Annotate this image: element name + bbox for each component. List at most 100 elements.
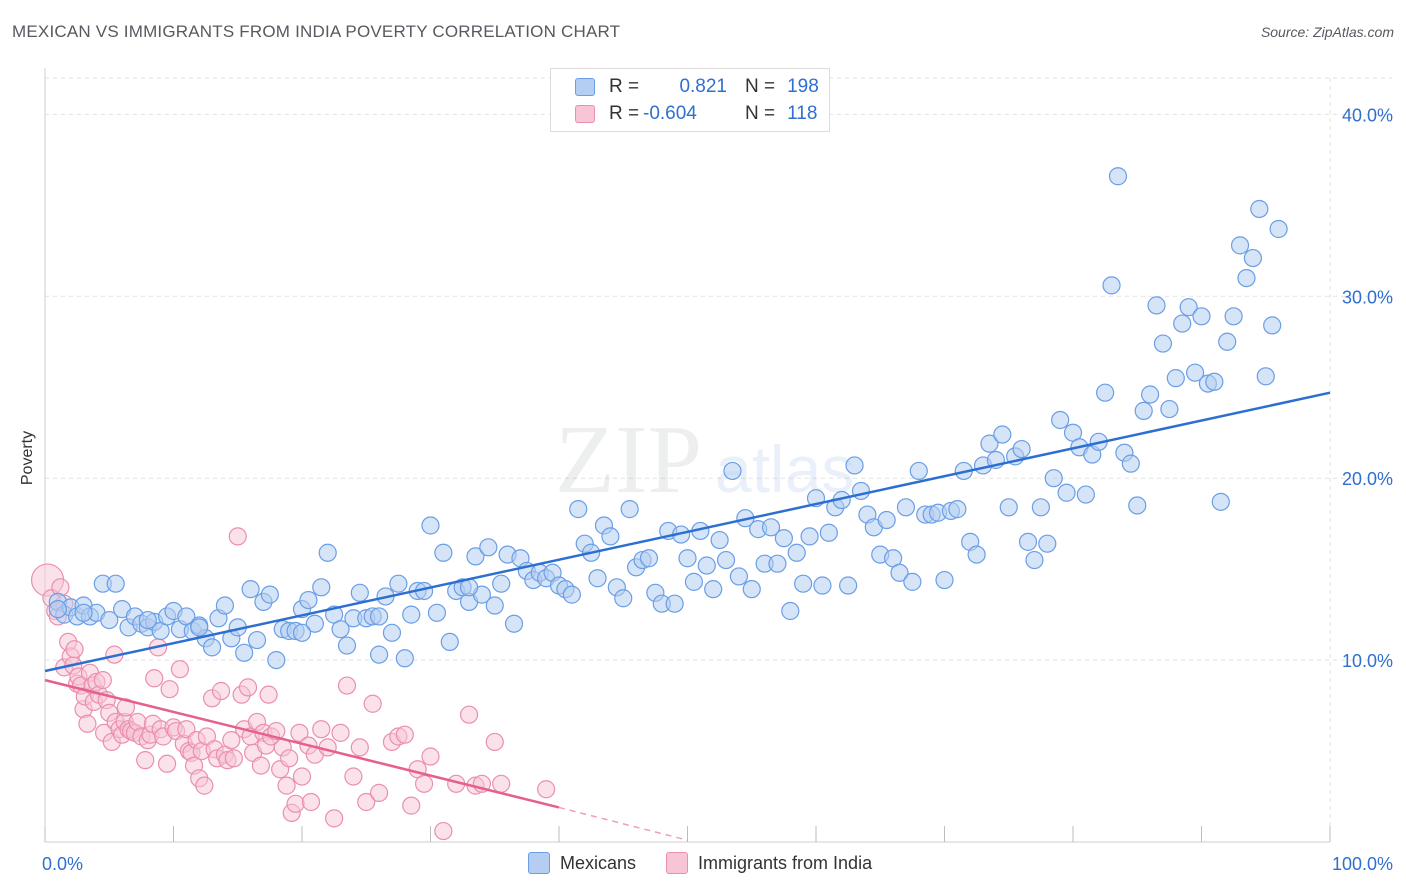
legend-r-label: R = (609, 103, 640, 124)
india-point (290, 723, 309, 742)
mexicans-point (1218, 332, 1237, 351)
mexicans-point (292, 623, 312, 642)
india-point (350, 738, 369, 757)
mexicans-point (716, 550, 736, 570)
mexicans-point (331, 620, 350, 639)
trend-lines (44, 391, 1331, 841)
mexicans-point (1224, 307, 1243, 326)
india-point (357, 792, 376, 812)
mexicans-trend-line (44, 391, 1331, 673)
legend-r-value: 0.821 (679, 76, 727, 97)
mexicans-point (768, 554, 787, 573)
india-point (434, 821, 453, 841)
mexicans-point (1192, 307, 1211, 326)
mexicans-point (723, 461, 742, 481)
mexicans-point (1185, 363, 1205, 382)
mexicans-point (761, 518, 781, 537)
legend-r-value: -0.604 (643, 103, 697, 124)
india-point (228, 527, 247, 546)
mexicans-points (48, 167, 1288, 670)
india-point (402, 796, 421, 815)
mexicans-point (350, 583, 369, 602)
mexicans-point (299, 590, 318, 610)
india-point (414, 774, 434, 793)
mexicans-point (1160, 399, 1179, 419)
legend-item-mexicans[interactable]: Mexicans (528, 852, 636, 874)
source-label: Source: ZipAtlas.com (1260, 24, 1394, 40)
legend-n-label: N = (745, 76, 776, 97)
mexicans-point (601, 527, 620, 546)
mexicans-point (202, 638, 222, 657)
legend-item-india[interactable]: Immigrants from India (666, 852, 872, 874)
mexicans-point (896, 498, 916, 517)
india-point (78, 714, 97, 733)
mexicans-point (215, 596, 234, 615)
mexicans-point (562, 585, 581, 604)
mexicans-point (639, 549, 659, 568)
mexicans-point (1269, 219, 1288, 239)
india-trend-line (44, 678, 560, 809)
india-point (370, 783, 389, 802)
india-point (331, 723, 350, 742)
mexicans-point (967, 545, 986, 564)
mexicans-point (1230, 236, 1250, 255)
legend-label-india: Immigrants from India (698, 852, 873, 873)
x-tick-label-min: 0.0% (42, 854, 83, 874)
mexicans-point (106, 574, 125, 593)
mexicans-point (1108, 167, 1128, 186)
mexicans-point (48, 600, 67, 619)
mexicans-point (247, 630, 267, 650)
india-point (277, 776, 296, 795)
mexicans-point (440, 632, 459, 652)
mexicans-point (260, 585, 279, 604)
india-point (459, 705, 479, 724)
mexicans-point (1147, 296, 1166, 315)
mexicans-point (1263, 316, 1282, 335)
mexicans-point (74, 603, 93, 622)
mexicans-point (1237, 268, 1256, 288)
india-point (145, 669, 164, 688)
mexicans-point (427, 603, 447, 622)
mexicans-point (1076, 485, 1095, 504)
mexicans-point (781, 601, 800, 621)
india-point (93, 671, 112, 690)
mexicans-point (190, 618, 209, 637)
mexicans-point (800, 527, 819, 546)
india-point (251, 756, 270, 775)
mexicans-point (1121, 454, 1140, 473)
mexicans-point (370, 645, 389, 664)
india-point (363, 694, 382, 713)
mexicans-point (1243, 248, 1263, 268)
india-point (292, 767, 312, 786)
india-point (312, 720, 331, 739)
mexicans-point (241, 580, 260, 599)
series-legend: Mexicans Immigrants from India (528, 852, 902, 874)
india-swatch (575, 105, 595, 123)
mexicans-point (389, 574, 408, 593)
india-points (30, 527, 556, 841)
india-point (337, 676, 357, 695)
mexicans-point (466, 547, 485, 566)
mexicans-point (1256, 367, 1275, 386)
chart-title: MEXICAN VS IMMIGRANTS FROM INDIA POVERTY… (12, 22, 621, 41)
mexicans-point (665, 594, 684, 613)
mexicans-point (1166, 369, 1185, 388)
mexicans-swatch (528, 852, 550, 874)
mexicans-point (1211, 492, 1230, 511)
india-point (537, 780, 556, 799)
mexicans-point (370, 607, 389, 626)
india-point (224, 749, 243, 768)
mexicans-point (1057, 483, 1076, 502)
tick-labels: 10.0% 20.0% 30.0% 40.0% 0.0% 100.0% (42, 105, 1393, 874)
mexicans-point (845, 456, 864, 475)
mexicans-point (337, 636, 357, 655)
india-swatch (666, 852, 689, 874)
mexicans-point (813, 576, 832, 595)
mexicans-point (235, 643, 254, 662)
mexicans-point (614, 589, 633, 608)
legend-n-label: N = (745, 103, 776, 124)
mexicans-point (267, 650, 286, 670)
mexicans-point (877, 510, 896, 530)
mexicans-point (1025, 550, 1044, 570)
mexicans-point (710, 530, 729, 550)
